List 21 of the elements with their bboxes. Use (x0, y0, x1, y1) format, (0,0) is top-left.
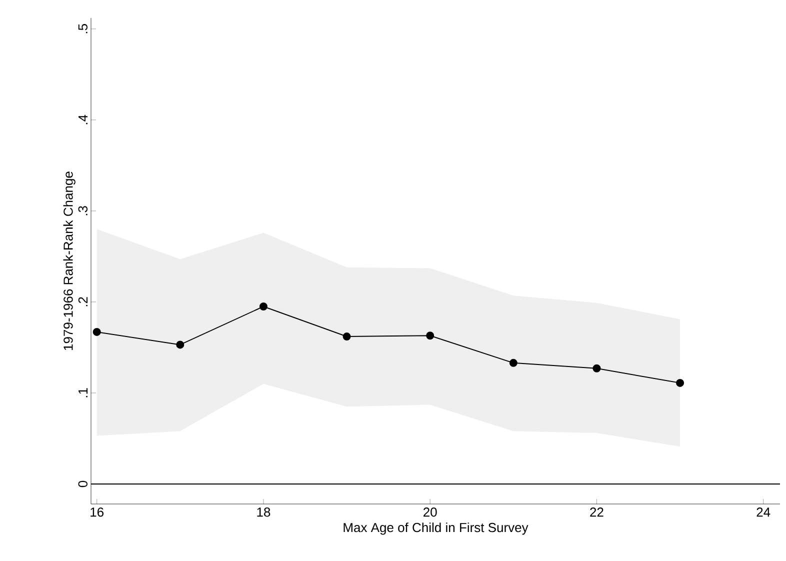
y-tick-label: .4 (78, 114, 88, 124)
x-tick-label: 22 (590, 508, 604, 517)
point (676, 378, 684, 387)
point (92, 328, 101, 336)
y-tick-label: .3 (78, 206, 88, 216)
y-tick-label: .2 (78, 297, 88, 306)
y-tick-label: .5 (78, 24, 88, 34)
point (426, 332, 434, 340)
point (176, 340, 184, 349)
point (342, 332, 351, 341)
x-axis-title: Max Age of Child in First Survey (344, 522, 528, 535)
point (259, 302, 268, 310)
x-tick-label: 24 (756, 508, 770, 517)
x-tick-label: 16 (90, 508, 104, 517)
y-tick-label: 0 (78, 480, 88, 488)
y-tick-label: .1 (78, 388, 88, 398)
point (509, 358, 518, 367)
x-tick-label: 20 (424, 508, 437, 517)
x-tick-label: 18 (257, 508, 270, 517)
y-axis-title: 1979-1966 Rank-Rank Change (63, 172, 76, 350)
point (592, 364, 601, 372)
